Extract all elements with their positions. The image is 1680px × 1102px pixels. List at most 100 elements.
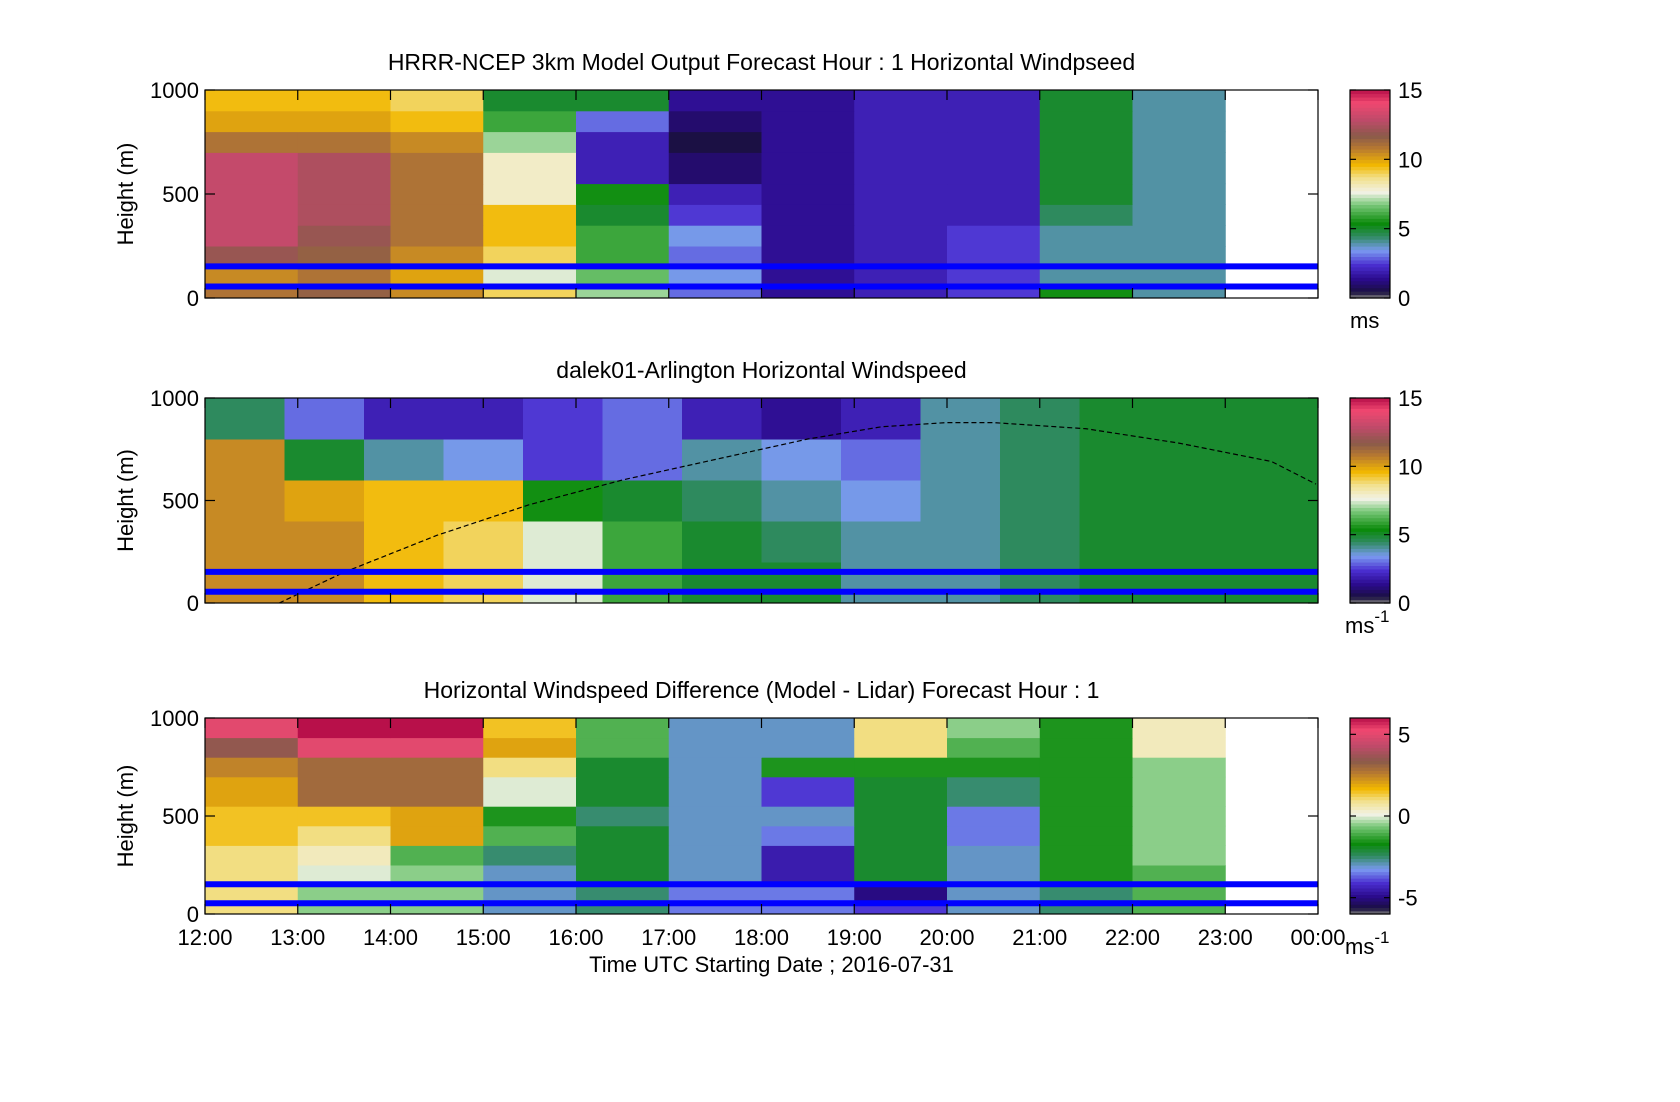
colorbar-segment [1350, 871, 1390, 876]
heatmap-cell [297, 204, 391, 226]
colorbar-segment [1350, 418, 1390, 423]
heatmap-cell [576, 152, 670, 185]
heatmap-cell [1132, 757, 1226, 778]
colorbar-segment [1350, 568, 1390, 573]
y-tick-label: 500 [162, 182, 199, 207]
colorbar-segment [1350, 225, 1390, 230]
colorbar-segment [1350, 548, 1390, 553]
heatmap-cell [483, 776, 577, 807]
colorbar-segment [1350, 900, 1390, 905]
colorbar-segment [1350, 541, 1390, 546]
heatmap-cell [761, 152, 855, 185]
colorbar-segment [1350, 159, 1390, 164]
heatmap-cell [1132, 737, 1226, 758]
colorbar-segment [1350, 466, 1390, 471]
heatmap-cell [205, 439, 285, 481]
heatmap-cell [854, 204, 948, 226]
heatmap-cell [390, 757, 484, 778]
heatmap-cell [390, 806, 484, 827]
heatmap-cell [761, 776, 855, 807]
heatmap-cell [854, 865, 948, 886]
heatmap-cell [523, 398, 603, 440]
colorbar-segment [1350, 415, 1390, 420]
heatmap-cell [947, 90, 1041, 112]
heatmap-cell [205, 865, 299, 886]
heatmap-cell [1039, 776, 1133, 807]
colorbar-segment [1350, 117, 1390, 122]
heatmap-cell [668, 865, 762, 886]
colorbar-segment [1350, 585, 1390, 590]
heatmap-cell [390, 90, 484, 112]
heatmap-cell [483, 246, 577, 268]
heatmap-cell [1132, 266, 1226, 289]
colorbar-segment [1350, 555, 1390, 560]
colorbar-tick-label: 5 [1398, 217, 1410, 242]
heatmap-cell [576, 110, 670, 133]
colorbar-segment [1350, 166, 1390, 171]
colorbar-segment [1350, 734, 1390, 739]
heatmap-cell [483, 757, 577, 778]
heatmap-cell [483, 737, 577, 758]
heatmap-cell [297, 131, 391, 153]
heatmap-cell [947, 287, 1041, 299]
heatmap-cell [947, 845, 1041, 866]
heatmap-cell [297, 806, 391, 827]
colorbar-segment [1350, 148, 1390, 153]
heatmap-cell [947, 737, 1041, 758]
colorbar-frame [1349, 89, 1391, 299]
heatmap-cell [947, 204, 1041, 226]
colorbar-segment [1350, 462, 1390, 467]
heatmap-cell [668, 904, 762, 915]
dashed-curve [278, 422, 1317, 604]
colorbar-segment [1350, 832, 1390, 837]
heatmap-cell [1132, 152, 1226, 185]
heatmap-cell [602, 439, 683, 481]
heatmap-cell [205, 776, 299, 807]
colorbar-unit: ms [1350, 308, 1379, 333]
heatmap-cell [205, 110, 299, 133]
x-tick-label: 20:00 [919, 925, 974, 950]
colorbar-segment [1350, 786, 1390, 791]
colorbar-segment [1350, 757, 1390, 762]
colorbar-segment [1350, 493, 1390, 498]
y-tick-label: 1000 [150, 386, 199, 411]
heatmap-cell [1132, 865, 1226, 886]
heatmap-cell [920, 398, 1001, 440]
colorbar-segment [1350, 897, 1390, 902]
heatmap-cell [390, 865, 484, 886]
heatmap-cell [947, 225, 1041, 247]
colorbar-segment [1350, 582, 1390, 587]
colorbar-segment [1350, 868, 1390, 873]
colorbar-segment [1350, 155, 1390, 160]
y-axis-label: Height (m) [113, 765, 138, 868]
heatmap-cell [947, 718, 1041, 739]
colorbar-segment [1350, 507, 1390, 512]
colorbar-segment [1350, 408, 1390, 413]
heatmap-cell [841, 480, 921, 522]
colorbar-tick-label: 0 [1398, 591, 1410, 616]
colorbar-segment [1350, 435, 1390, 440]
colorbar-segment [1350, 806, 1390, 811]
colorbar-segment [1350, 572, 1390, 577]
colorbar-segment [1350, 404, 1390, 409]
colorbar-segment [1350, 135, 1390, 140]
heatmap-cell [602, 562, 683, 604]
heatmap-cell [668, 825, 762, 846]
colorbar-segment [1350, 760, 1390, 765]
colorbar-segment [1350, 242, 1390, 247]
colorbar-segment [1350, 517, 1390, 522]
heatmap-cell [761, 806, 855, 827]
heatmap-cell [483, 152, 577, 185]
heatmap-cell [1000, 480, 1080, 522]
colorbar-segment [1350, 200, 1390, 205]
x-tick-label: 17:00 [641, 925, 696, 950]
heatmap-cell [205, 806, 299, 827]
heatmap-cell [483, 884, 577, 905]
heatmap-cell [205, 398, 285, 440]
heatmap-cell [761, 737, 855, 758]
heatmap-cell [483, 718, 577, 739]
heatmap-cell [1079, 398, 1160, 440]
colorbar-tick-label: -5 [1398, 886, 1418, 911]
colorbar-tick-label: 5 [1398, 722, 1410, 747]
heatmap-cell [390, 825, 484, 846]
